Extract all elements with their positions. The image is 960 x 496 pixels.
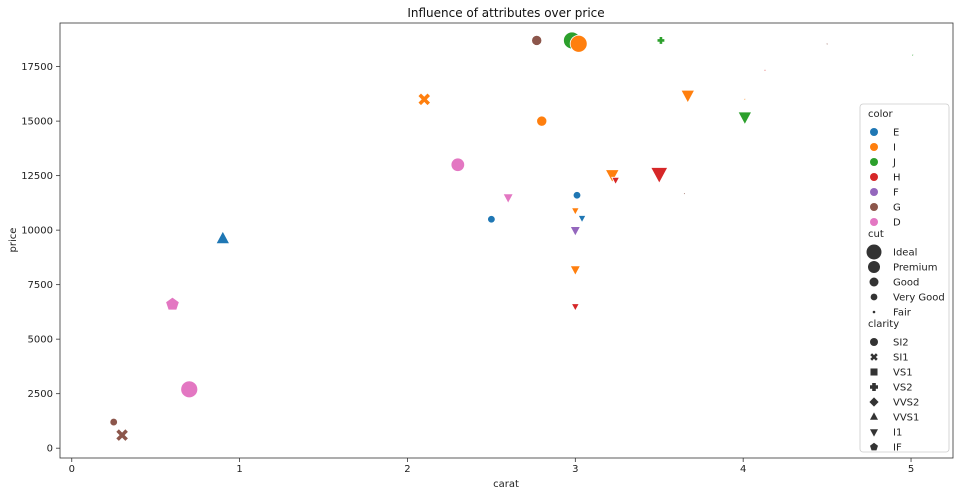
y-tick-label: 15000 bbox=[21, 117, 53, 128]
data-point bbox=[604, 169, 620, 184]
data-point bbox=[570, 303, 580, 312]
y-tick-label: 7500 bbox=[28, 280, 53, 291]
legend-label: Very Good bbox=[893, 293, 945, 304]
axes-layer: 0 1 2 3 4 5 0 2500 5000 7500 10000 12500 15000 17500 bbox=[21, 22, 954, 475]
data-point bbox=[572, 191, 582, 200]
legend-size-swatch bbox=[869, 277, 879, 287]
legend-box bbox=[859, 103, 950, 453]
x-axis-label: carat bbox=[493, 479, 519, 490]
legend-label: I1 bbox=[893, 428, 902, 439]
data-point bbox=[417, 92, 432, 107]
data-point bbox=[569, 226, 582, 237]
data-point bbox=[569, 34, 588, 53]
data-point bbox=[536, 115, 548, 127]
legend-label: G bbox=[893, 203, 901, 214]
legend-color-swatch bbox=[870, 128, 878, 136]
x-tick-label: 3 bbox=[572, 464, 578, 475]
legend-label: SI1 bbox=[893, 353, 909, 364]
legend-marker-swatch bbox=[870, 353, 878, 361]
legend-color-swatch bbox=[870, 218, 878, 226]
legend-marker-swatch bbox=[869, 397, 879, 407]
legend-label: VS2 bbox=[893, 383, 913, 394]
legend-color-swatch bbox=[870, 173, 878, 181]
data-point bbox=[570, 207, 580, 216]
legend-marker-swatch bbox=[870, 368, 878, 376]
data-point bbox=[742, 98, 747, 102]
data-point bbox=[910, 53, 915, 58]
legend-size-swatch bbox=[868, 261, 880, 273]
x-tick-label: 5 bbox=[908, 464, 914, 475]
legend-title: clarity bbox=[868, 319, 899, 330]
data-point bbox=[502, 193, 514, 205]
legend-color-swatch bbox=[870, 203, 878, 211]
legend-color-swatch bbox=[870, 188, 878, 196]
y-tick-label: 2500 bbox=[28, 389, 53, 400]
data-point bbox=[763, 69, 767, 73]
x-tick-label: 1 bbox=[236, 464, 242, 475]
legend-label: Fair bbox=[893, 308, 912, 319]
legend-label: I bbox=[893, 143, 896, 154]
data-point bbox=[569, 265, 582, 277]
legend-color-swatch bbox=[870, 158, 878, 166]
legend-marker-swatch bbox=[870, 429, 878, 437]
legend-marker-swatch bbox=[870, 412, 878, 420]
legend-label: Ideal bbox=[893, 248, 917, 259]
data-point bbox=[682, 192, 687, 197]
legend-label: H bbox=[893, 173, 901, 184]
x-tick-label: 4 bbox=[740, 464, 746, 475]
data-point bbox=[115, 428, 130, 443]
points-layer bbox=[109, 31, 915, 443]
chart-title: Influence of attributes over price bbox=[407, 6, 604, 20]
data-point bbox=[531, 34, 543, 46]
legend-size-swatch bbox=[866, 244, 882, 260]
legend-title: color bbox=[868, 109, 894, 120]
legend-label: VVS1 bbox=[893, 413, 919, 424]
data-point bbox=[650, 167, 669, 185]
x-tick-label: 2 bbox=[404, 464, 410, 475]
y-tick-label: 12500 bbox=[21, 171, 53, 182]
data-point bbox=[487, 215, 496, 224]
data-point bbox=[109, 417, 118, 427]
data-point bbox=[180, 380, 199, 399]
y-tick-label: 5000 bbox=[28, 335, 53, 346]
legend-size-swatch bbox=[870, 293, 878, 301]
plot-frame bbox=[59, 22, 954, 459]
y-tick-label: 17500 bbox=[21, 62, 53, 73]
legend-marker-swatch bbox=[870, 338, 878, 346]
legend-marker-swatch bbox=[870, 383, 878, 391]
x-tick-label: 0 bbox=[69, 464, 75, 475]
data-point bbox=[656, 36, 666, 45]
legend-size-swatch bbox=[872, 310, 876, 314]
y-tick-label: 10000 bbox=[21, 226, 53, 237]
legend-label: E bbox=[893, 128, 899, 139]
legend-color-swatch bbox=[870, 143, 878, 151]
data-point bbox=[611, 176, 621, 186]
legend-label: D bbox=[893, 218, 901, 229]
legend-label: IF bbox=[893, 443, 902, 454]
legend-label: SI2 bbox=[893, 338, 909, 349]
y-tick-label: 0 bbox=[47, 444, 53, 455]
data-point bbox=[450, 157, 466, 172]
data-point bbox=[165, 296, 180, 311]
legend-title: cut bbox=[868, 229, 884, 240]
data-point bbox=[680, 89, 696, 104]
legend-label: VVS2 bbox=[893, 398, 919, 409]
data-point bbox=[577, 215, 587, 224]
data-point bbox=[737, 111, 753, 126]
legend-label: VS1 bbox=[893, 368, 913, 379]
legend-label: Premium bbox=[893, 263, 938, 274]
y-axis-label: price bbox=[8, 228, 19, 253]
legend-marker-swatch bbox=[870, 442, 878, 451]
data-point bbox=[825, 42, 830, 47]
legend-label: Good bbox=[893, 278, 919, 289]
data-point bbox=[215, 230, 231, 245]
legend-label: J bbox=[892, 158, 896, 169]
legend-label: F bbox=[893, 188, 899, 199]
